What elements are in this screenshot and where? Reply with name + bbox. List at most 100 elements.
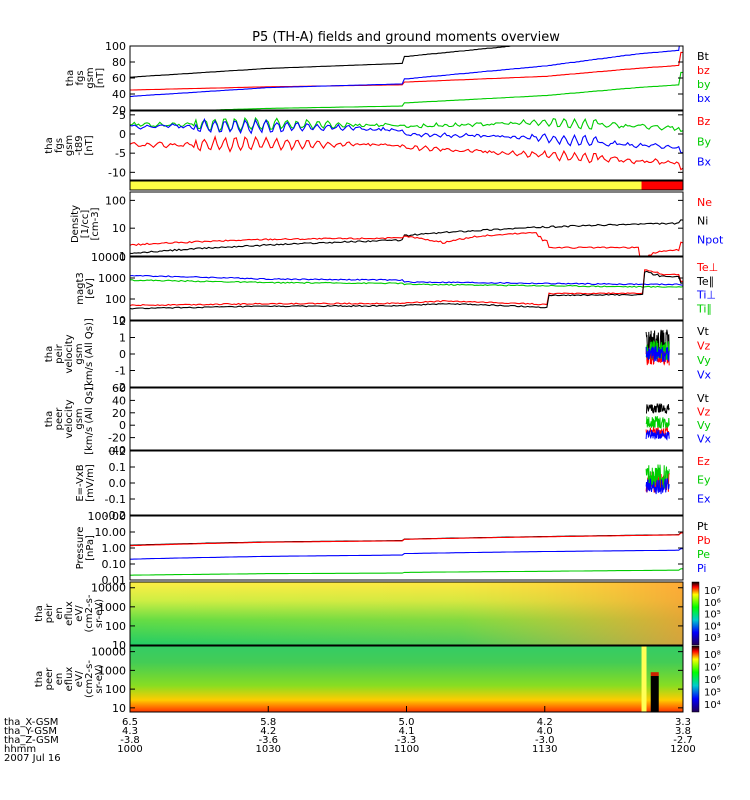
series-line-Ni xyxy=(130,219,683,255)
x-row-value: 5.0 xyxy=(399,717,415,728)
y-tick-label: -0.1 xyxy=(105,493,126,506)
y-axis-label: sr-eV) xyxy=(94,599,105,628)
x-row-value: 3.3 xyxy=(675,717,691,728)
y-tick-label: 0 xyxy=(119,419,126,432)
y-tick-label: 40 xyxy=(112,88,126,101)
colorbar-tick-label: 10⁶ xyxy=(704,598,721,609)
legend-entry-Pt: Pt xyxy=(697,520,709,533)
x-row-value: 1130 xyxy=(532,744,557,755)
panel-fgs-dsl: -10 -5 0 5 tha fgs gsm -t89 [nT] Bz By Bx xyxy=(44,109,712,181)
y-axis-label: peir xyxy=(44,603,55,623)
y-tick-label: -10 xyxy=(108,166,126,179)
y-tick-label: 10 xyxy=(112,639,126,652)
y-tick-label: 1 xyxy=(119,250,126,263)
plot-date: 2007 Jul 16 xyxy=(4,753,61,764)
legend-entry-Npot: Npot xyxy=(697,233,724,246)
legend-entry-Vx: Vx xyxy=(697,433,712,446)
y-tick-label: 10000 xyxy=(91,646,126,659)
y-tick-label: 0 xyxy=(119,128,126,141)
x-row-value: -3.0 xyxy=(535,735,555,746)
colorbar-tick-label: 10⁷ xyxy=(704,663,721,674)
colorbar-peir-spec xyxy=(691,581,700,646)
spectrogram-overlay xyxy=(130,582,683,645)
y-axis-label: gsm xyxy=(74,408,85,429)
y-tick-label: 1000 xyxy=(98,272,126,285)
panel-peir-velocity: -2 -1 0 1 2 tha peir velocity gsm [km/s (All Qs)]… xyxy=(44,315,712,394)
y-tick-label: -40 xyxy=(108,444,126,457)
plot-area-temperature xyxy=(130,269,683,310)
legend-entry-Ne: Ne xyxy=(697,196,712,209)
y-axis-label: gsm xyxy=(64,135,75,156)
y-axis-label: peer xyxy=(54,407,65,431)
chart-title: P5 (TH-A) fields and ground moments over… xyxy=(252,30,560,45)
y-axis-label: eV/ xyxy=(74,605,85,622)
plot-area-peer-velocity xyxy=(645,402,670,441)
series-line-bz xyxy=(130,51,683,91)
legend-entry-Vy: Vy xyxy=(697,354,711,367)
legend-entry-Ez: Ez xyxy=(697,455,710,468)
series-line-Ti⊥ xyxy=(130,274,683,286)
plot-area-peer-spec xyxy=(130,646,683,712)
panel-efield: -0.2 -0.1 0.0 0.1 0.2 E=-VxB [mV/m] Ez Ey Ex xyxy=(75,445,711,522)
panel-frame xyxy=(129,320,684,388)
y-tick-label: 0.01 xyxy=(102,574,127,587)
y-tick-label: -1 xyxy=(115,365,126,378)
panel-mode-bar xyxy=(129,180,684,191)
colorbar-tick-label: 10⁵ xyxy=(704,610,721,621)
colorbar-tick-label: 10⁷ xyxy=(704,586,721,597)
y-axis-label: -t89 xyxy=(74,135,85,155)
y-axis-label: peer xyxy=(44,667,55,691)
plot-area-density xyxy=(130,219,683,256)
x-row-value: 4.1 xyxy=(399,726,415,737)
y-tick-label: 20 xyxy=(112,104,126,117)
x-row-value: 4.2 xyxy=(260,726,276,737)
y-tick-label: 1000 xyxy=(98,601,126,614)
y-axis-label: [1/cc] xyxy=(80,210,91,239)
x-row-value: 1000 xyxy=(117,744,142,755)
colorbar-peer-spec xyxy=(691,645,700,713)
y-tick-label: 10.00 xyxy=(95,526,127,539)
legend-entry-Vt: Vt xyxy=(697,392,710,405)
y-tick-label: -0.2 xyxy=(105,509,126,522)
series-points-Vx xyxy=(645,429,670,441)
spectrogram-fill xyxy=(650,672,659,677)
colorbar-tick-label: 10⁴ xyxy=(704,621,721,632)
y-axis-label: [km/s (All Qs)] xyxy=(84,318,95,390)
legend-entry-Ey: Ey xyxy=(697,474,711,487)
y-axis-label: gsm xyxy=(74,343,85,364)
plot-area-fgs-dsl xyxy=(130,116,683,171)
y-tick-label: 10 xyxy=(112,314,126,327)
y-axis-label: eflux xyxy=(64,601,75,626)
series-line-By xyxy=(130,116,683,133)
legend-entry-by: by xyxy=(697,78,711,91)
legend-entry-Te⊥: Te⊥ xyxy=(696,261,718,274)
colorbar-tick-label: 10⁸ xyxy=(704,650,721,661)
series-line-Bx xyxy=(130,117,683,154)
y-axis-label: velocity xyxy=(64,334,75,373)
y-tick-label: 20 xyxy=(112,407,126,420)
colorbar-tick-label: 10⁵ xyxy=(704,688,721,699)
y-tick-label: 10000 xyxy=(91,582,126,595)
x-row-value: 1030 xyxy=(256,744,281,755)
y-axis-label: peir xyxy=(54,343,65,363)
mode-bar-segment xyxy=(641,181,683,190)
y-axis-label: tha xyxy=(44,137,55,153)
y-axis-label: fgs xyxy=(54,138,65,153)
y-axis-label: tha xyxy=(44,346,55,362)
y-tick-label: 100 xyxy=(105,293,126,306)
y-tick-label: 60 xyxy=(112,382,126,395)
panel-frame xyxy=(129,581,684,646)
panel-frame xyxy=(129,45,684,111)
colorbar-tick-label: 10³ xyxy=(704,633,721,644)
x-row-value: -2.7 xyxy=(673,735,693,746)
x-row-value: 1200 xyxy=(670,744,695,755)
y-axis-label: tha xyxy=(44,411,55,427)
y-tick-label: 100 xyxy=(105,40,126,53)
x-row-value: 6.5 xyxy=(122,717,138,728)
x-row-value: 5.8 xyxy=(260,717,276,728)
legend-entry-Ti⊥: Ti⊥ xyxy=(696,289,716,302)
y-tick-label: 100.00 xyxy=(88,510,127,523)
panel-density: 1 10 100 Density [1/cc] [cm-3] Ne Ni Npot xyxy=(70,191,724,263)
series-line-Te∥ xyxy=(130,270,683,310)
